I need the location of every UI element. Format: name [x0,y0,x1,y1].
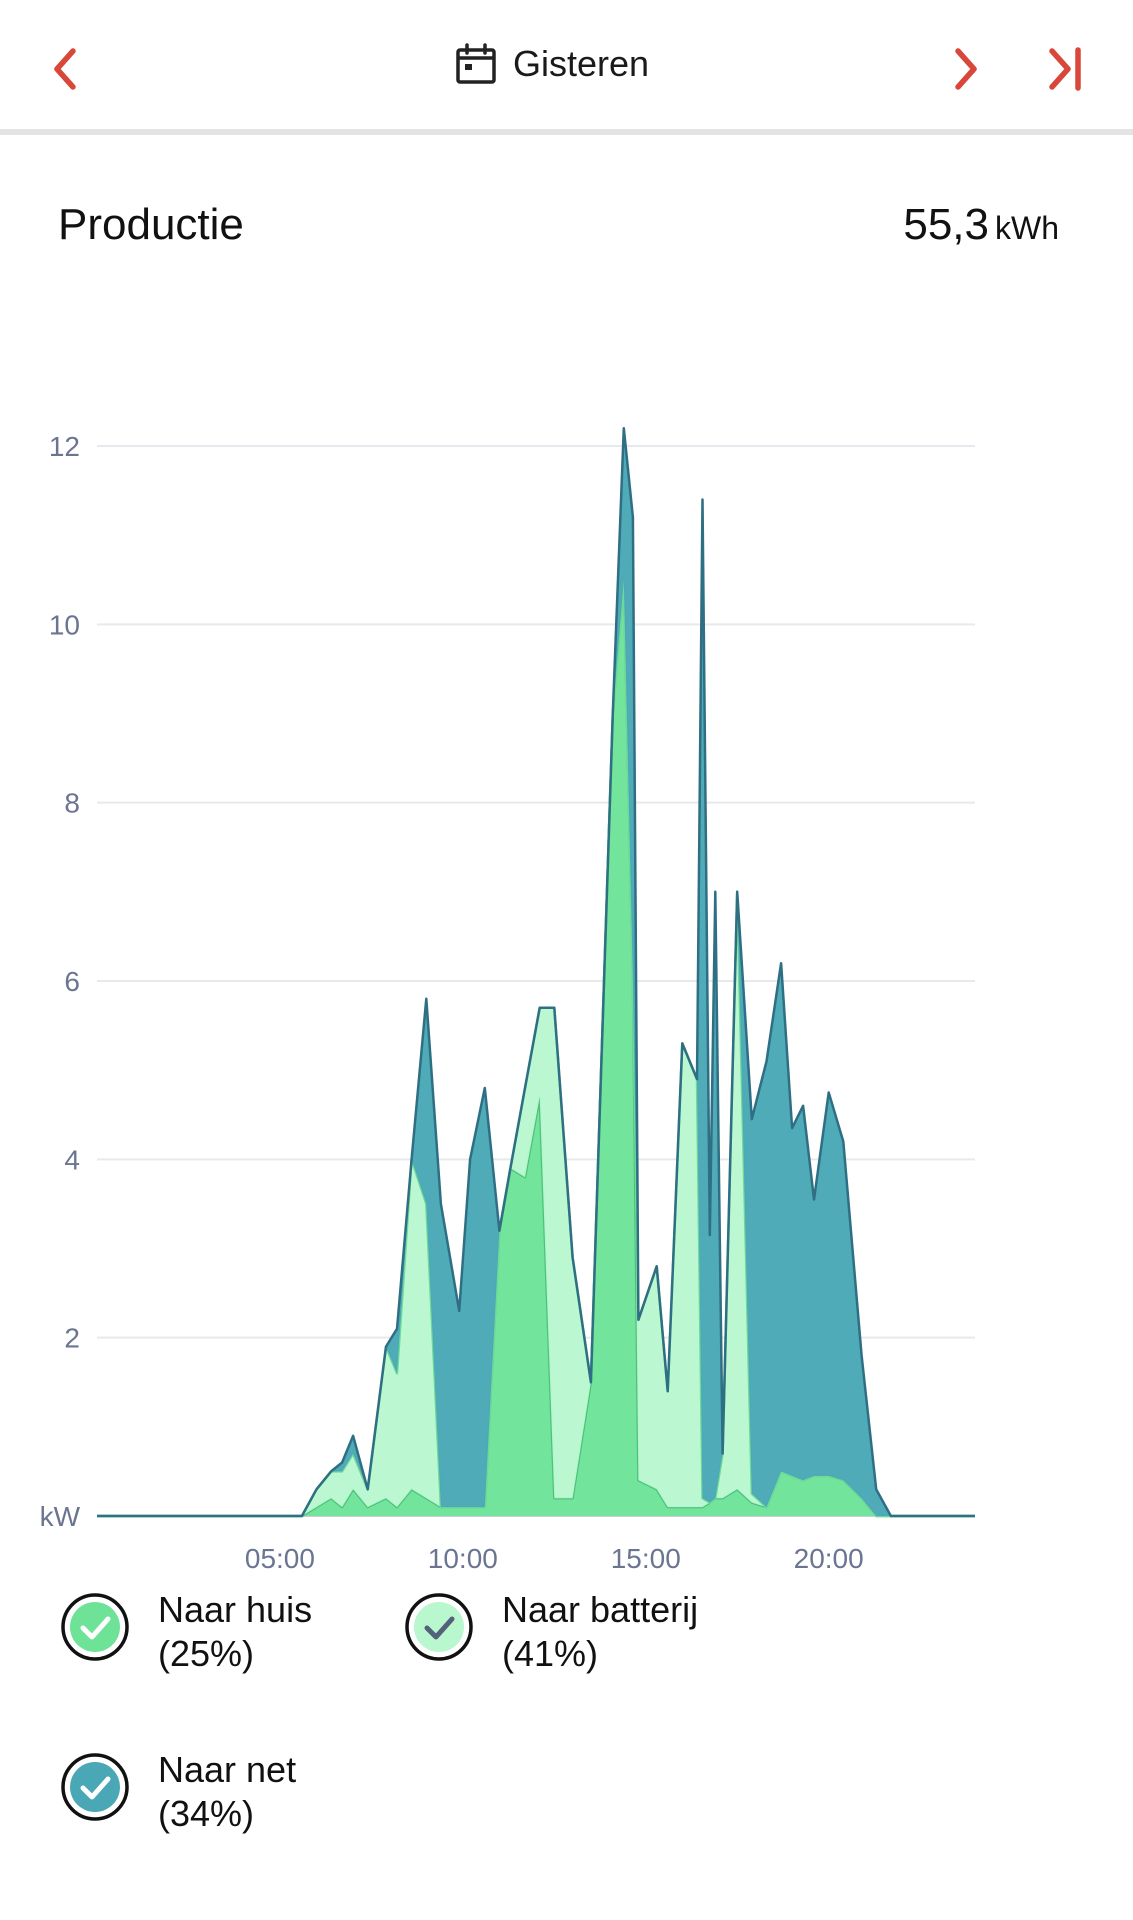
legend-item-naar-batterij[interactable]: Naar batterij (41%) [404,1589,698,1676]
chart-areas [97,426,975,1518]
check-circle-icon [405,1593,473,1661]
chart-labels: 2 4 6 8 10 12 kW 05:00 10:00 15:00 20:00 [40,431,864,1574]
check-circle-icon [61,1593,129,1661]
legend-label: Naar net [158,1749,297,1790]
next-day-button[interactable] [935,40,995,100]
calendar-icon [456,43,496,84]
legend-item-naar-net[interactable]: Naar net (34%) [60,1749,296,1836]
date-label: Gisteren [513,43,650,84]
y-axis-unit-label: kW [40,1501,81,1532]
legend-percent: (25%) [158,1633,255,1674]
total-value: 55,3 [903,200,989,249]
legend-percent: (41%) [502,1633,599,1674]
last-day-button[interactable] [1038,40,1098,100]
area-naar-net-line [97,426,975,1518]
y-tick-label: 6 [64,966,80,997]
chevron-left-icon [54,48,76,90]
y-tick-label: 8 [64,788,80,819]
x-tick-label: 10:00 [428,1543,498,1574]
check-circle-icon [61,1753,129,1821]
skip-to-end-icon [1049,47,1081,91]
chevron-right-icon [955,48,977,90]
previous-day-button[interactable] [36,40,96,100]
y-tick-label: 4 [64,1144,80,1175]
legend-label: Naar huis [158,1589,313,1630]
date-selector[interactable]: Gisteren [455,34,649,94]
area-naar-batterij [97,579,975,1516]
total-unit: kWh [995,210,1059,246]
y-tick-label: 2 [64,1323,80,1354]
legend-label: Naar batterij [502,1589,699,1630]
y-tick-label: 12 [49,431,80,462]
legend-item-naar-huis[interactable]: Naar huis (25%) [60,1589,312,1676]
legend-percent: (34%) [158,1793,255,1834]
y-tick-label: 10 [49,609,80,640]
section-title: Productie [58,200,244,249]
top-bar: Gisteren [0,0,1133,135]
area-naar-net [97,428,975,1517]
production-total: 55,3 kWh [903,200,1059,250]
production-chart: 2 4 6 8 10 12 kW 05:00 10:00 15:00 20:00 [40,426,975,1574]
x-tick-label: 20:00 [794,1543,864,1574]
x-tick-label: 05:00 [245,1543,315,1574]
x-tick-label: 15:00 [611,1543,681,1574]
area-naar-huis [97,579,975,1516]
